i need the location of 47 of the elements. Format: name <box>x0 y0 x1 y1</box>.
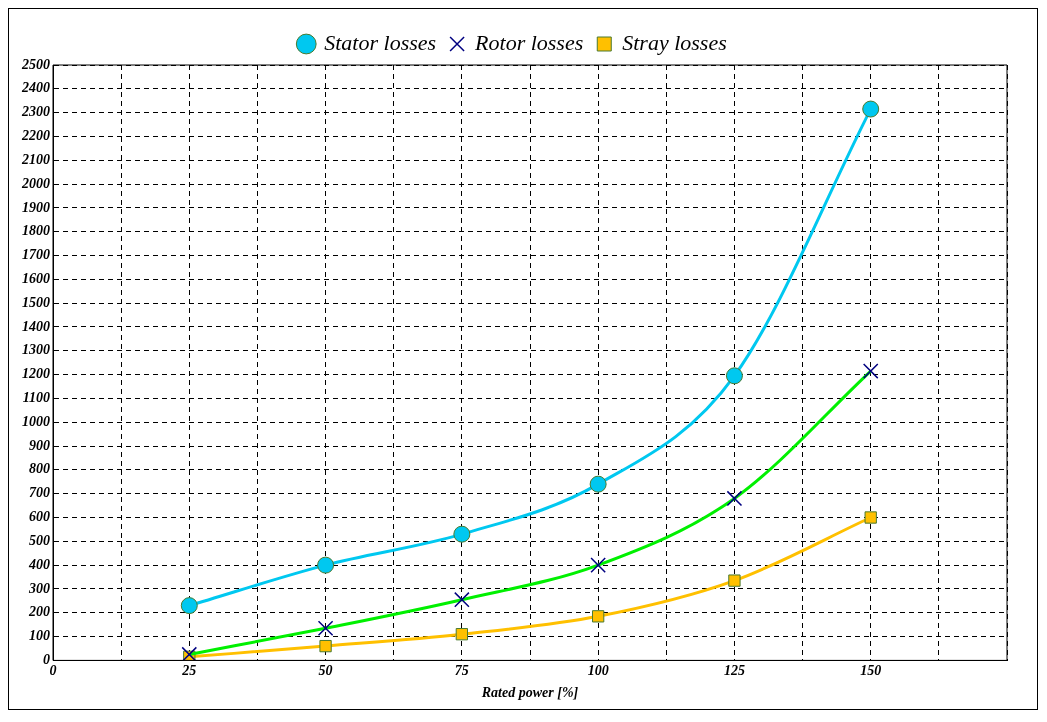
y-tick-label: 2400 <box>21 80 50 96</box>
point <box>591 610 605 623</box>
y-tick-label: 400 <box>28 556 50 572</box>
y-tick-label: 1900 <box>22 199 50 215</box>
y-tick-label: 1000 <box>22 413 50 429</box>
y-tick-label: 1400 <box>22 318 50 334</box>
point <box>589 475 607 493</box>
legend-label: Rotor losses <box>474 29 584 55</box>
y-tick-label: 800 <box>29 461 50 477</box>
y-tick-label: 100 <box>29 628 50 644</box>
point <box>455 628 469 641</box>
x-tick-label: 125 <box>723 663 745 679</box>
point <box>862 100 880 118</box>
y-tick-label: 600 <box>29 509 50 525</box>
y-tick-label: 700 <box>29 485 50 501</box>
x-tick-label: 75 <box>454 663 469 679</box>
legend-label: Stator losses <box>324 29 437 55</box>
point <box>725 367 743 385</box>
y-tick-label: 2200 <box>21 128 50 144</box>
y-tick-label: 0 <box>43 652 50 668</box>
x-tick-label: 50 <box>318 663 333 679</box>
point <box>453 525 471 543</box>
x-tick-label: 100 <box>587 663 609 679</box>
y-tick-label: 2100 <box>21 151 50 167</box>
y-tick-label: 2300 <box>21 104 50 120</box>
y-tick-label: 900 <box>29 437 50 453</box>
point <box>319 639 332 653</box>
y-tick-label: 1600 <box>22 270 50 286</box>
y-tick-label: 1500 <box>22 294 50 310</box>
y-tick-label: 2000 <box>21 175 50 191</box>
y-tick-label: 2500 <box>21 56 50 72</box>
x-tick-label: 25 <box>181 663 197 679</box>
point <box>180 597 198 615</box>
x-tick-label: 150 <box>860 663 882 679</box>
y-tick-label: 1200 <box>22 366 50 382</box>
y-tick-label: 1100 <box>22 390 50 406</box>
point <box>317 556 335 574</box>
x-axis-title: Rated power [%] <box>480 685 579 701</box>
y-tick-label: 500 <box>29 532 50 548</box>
y-tick-label: 1300 <box>22 342 50 358</box>
point <box>864 511 877 524</box>
legend-label: Stray losses <box>622 29 727 55</box>
y-tick-label: 1800 <box>22 223 50 239</box>
point <box>728 574 741 587</box>
y-tick-label: 300 <box>28 580 50 596</box>
y-tick-label: 200 <box>28 604 50 620</box>
y-tick-label: 1700 <box>22 247 50 263</box>
